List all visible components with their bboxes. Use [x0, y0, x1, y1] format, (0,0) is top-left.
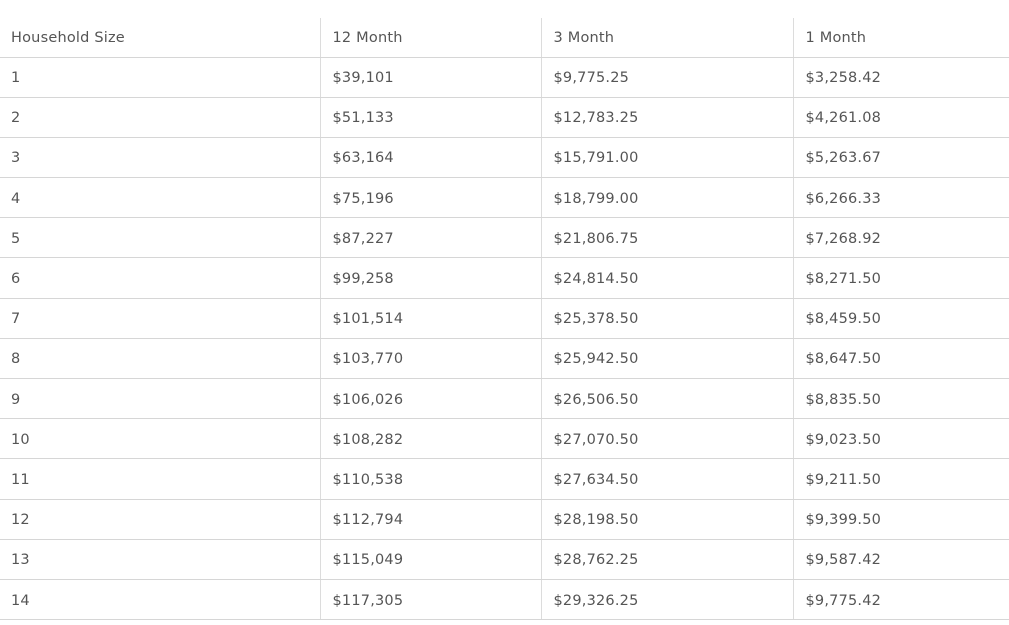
cell-1-month: $5,263.67 — [792, 137, 1009, 179]
cell-1-month: $9,587.42 — [792, 539, 1009, 580]
cell-12-month: $106,026 — [319, 378, 541, 420]
cell-household-size: 14 — [0, 579, 320, 621]
cell-3-month: $27,634.50 — [540, 458, 793, 500]
cell-12-month: $39,101 — [319, 57, 541, 98]
cell-3-month: $25,942.50 — [540, 338, 793, 380]
cell-household-size: 7 — [0, 298, 320, 339]
table-row: 6 $99,258 $24,814.50 $8,271.50 — [0, 257, 1009, 299]
cell-12-month: $51,133 — [319, 97, 541, 138]
cell-3-month: $28,198.50 — [540, 499, 793, 540]
table-row: 12 $112,794 $28,198.50 $9,399.50 — [0, 499, 1009, 540]
cell-household-size: 5 — [0, 217, 320, 259]
cell-household-size: 1 — [0, 57, 320, 98]
cell-3-month: $27,070.50 — [540, 418, 793, 460]
table-row: 8 $103,770 $25,942.50 $8,647.50 — [0, 338, 1009, 380]
cell-1-month: $3,258.42 — [792, 57, 1009, 98]
cell-12-month: $112,794 — [319, 499, 541, 540]
cell-1-month: $9,023.50 — [792, 418, 1009, 460]
table-body: 1 $39,101 $9,775.25 $3,258.42 2 $51,133 $12,78… — [0, 57, 1009, 621]
cell-1-month: $8,271.50 — [792, 257, 1009, 299]
cell-1-month: $8,647.50 — [792, 338, 1009, 380]
cell-3-month: $29,326.25 — [540, 579, 793, 621]
cell-12-month: $75,196 — [319, 177, 541, 219]
table-row: 2 $51,133 $12,783.25 $4,261.08 — [0, 97, 1009, 138]
cell-1-month: $7,268.92 — [792, 217, 1009, 259]
cell-1-month: $6,266.33 — [792, 177, 1009, 219]
header-row: Household Size 12 Month 3 Month 1 Month — [0, 18, 1009, 58]
cell-1-month: $8,835.50 — [792, 378, 1009, 420]
cell-1-month: $4,261.08 — [792, 97, 1009, 138]
cell-12-month: $110,538 — [319, 458, 541, 500]
table-header: Household Size 12 Month 3 Month 1 Month — [0, 18, 1009, 58]
cell-12-month: $108,282 — [319, 418, 541, 460]
table-row: 10 $108,282 $27,070.50 $9,023.50 — [0, 418, 1009, 460]
cell-1-month: $9,399.50 — [792, 499, 1009, 540]
cell-household-size: 9 — [0, 378, 320, 420]
cell-3-month: $15,791.00 — [540, 137, 793, 179]
table-row: 11 $110,538 $27,634.50 $9,211.50 — [0, 458, 1009, 500]
cell-12-month: $101,514 — [319, 298, 541, 339]
cell-12-month: $103,770 — [319, 338, 541, 380]
table-row: 1 $39,101 $9,775.25 $3,258.42 — [0, 57, 1009, 98]
cell-3-month: $12,783.25 — [540, 97, 793, 138]
table-row: 5 $87,227 $21,806.75 $7,268.92 — [0, 217, 1009, 259]
cell-12-month: $99,258 — [319, 257, 541, 299]
header-household-size: Household Size — [0, 18, 320, 58]
cell-3-month: $9,775.25 — [540, 57, 793, 98]
header-1-month: 1 Month — [792, 18, 1009, 58]
header-3-month: 3 Month — [540, 18, 793, 58]
table-row: 14 $117,305 $29,326.25 $9,775.42 — [0, 579, 1009, 621]
cell-household-size: 8 — [0, 338, 320, 380]
cell-household-size: 4 — [0, 177, 320, 219]
table-row: 7 $101,514 $25,378.50 $8,459.50 — [0, 298, 1009, 339]
cell-3-month: $28,762.25 — [540, 539, 793, 580]
cell-3-month: $21,806.75 — [540, 217, 793, 259]
cell-1-month: $9,211.50 — [792, 458, 1009, 500]
cell-12-month: $87,227 — [319, 217, 541, 259]
cell-3-month: $25,378.50 — [540, 298, 793, 339]
cell-household-size: 11 — [0, 458, 320, 500]
table-row: 13 $115,049 $28,762.25 $9,587.42 — [0, 539, 1009, 580]
cell-1-month: $8,459.50 — [792, 298, 1009, 339]
header-12-month: 12 Month — [319, 18, 541, 58]
table-row: 3 $63,164 $15,791.00 $5,263.67 — [0, 137, 1009, 179]
cell-12-month: $117,305 — [319, 579, 541, 621]
cell-household-size: 2 — [0, 97, 320, 138]
cell-3-month: $26,506.50 — [540, 378, 793, 420]
cell-3-month: $24,814.50 — [540, 257, 793, 299]
cell-3-month: $18,799.00 — [540, 177, 793, 219]
cell-household-size: 12 — [0, 499, 320, 540]
table-row: 9 $106,026 $26,506.50 $8,835.50 — [0, 378, 1009, 420]
cell-household-size: 10 — [0, 418, 320, 460]
cell-household-size: 13 — [0, 539, 320, 580]
cell-1-month: $9,775.42 — [792, 579, 1009, 621]
cell-12-month: $63,164 — [319, 137, 541, 179]
cell-household-size: 6 — [0, 257, 320, 299]
income-limits-table: Household Size 12 Month 3 Month 1 Month … — [0, 18, 1009, 621]
table-row: 4 $75,196 $18,799.00 $6,266.33 — [0, 177, 1009, 219]
cell-12-month: $115,049 — [319, 539, 541, 580]
cell-household-size: 3 — [0, 137, 320, 179]
